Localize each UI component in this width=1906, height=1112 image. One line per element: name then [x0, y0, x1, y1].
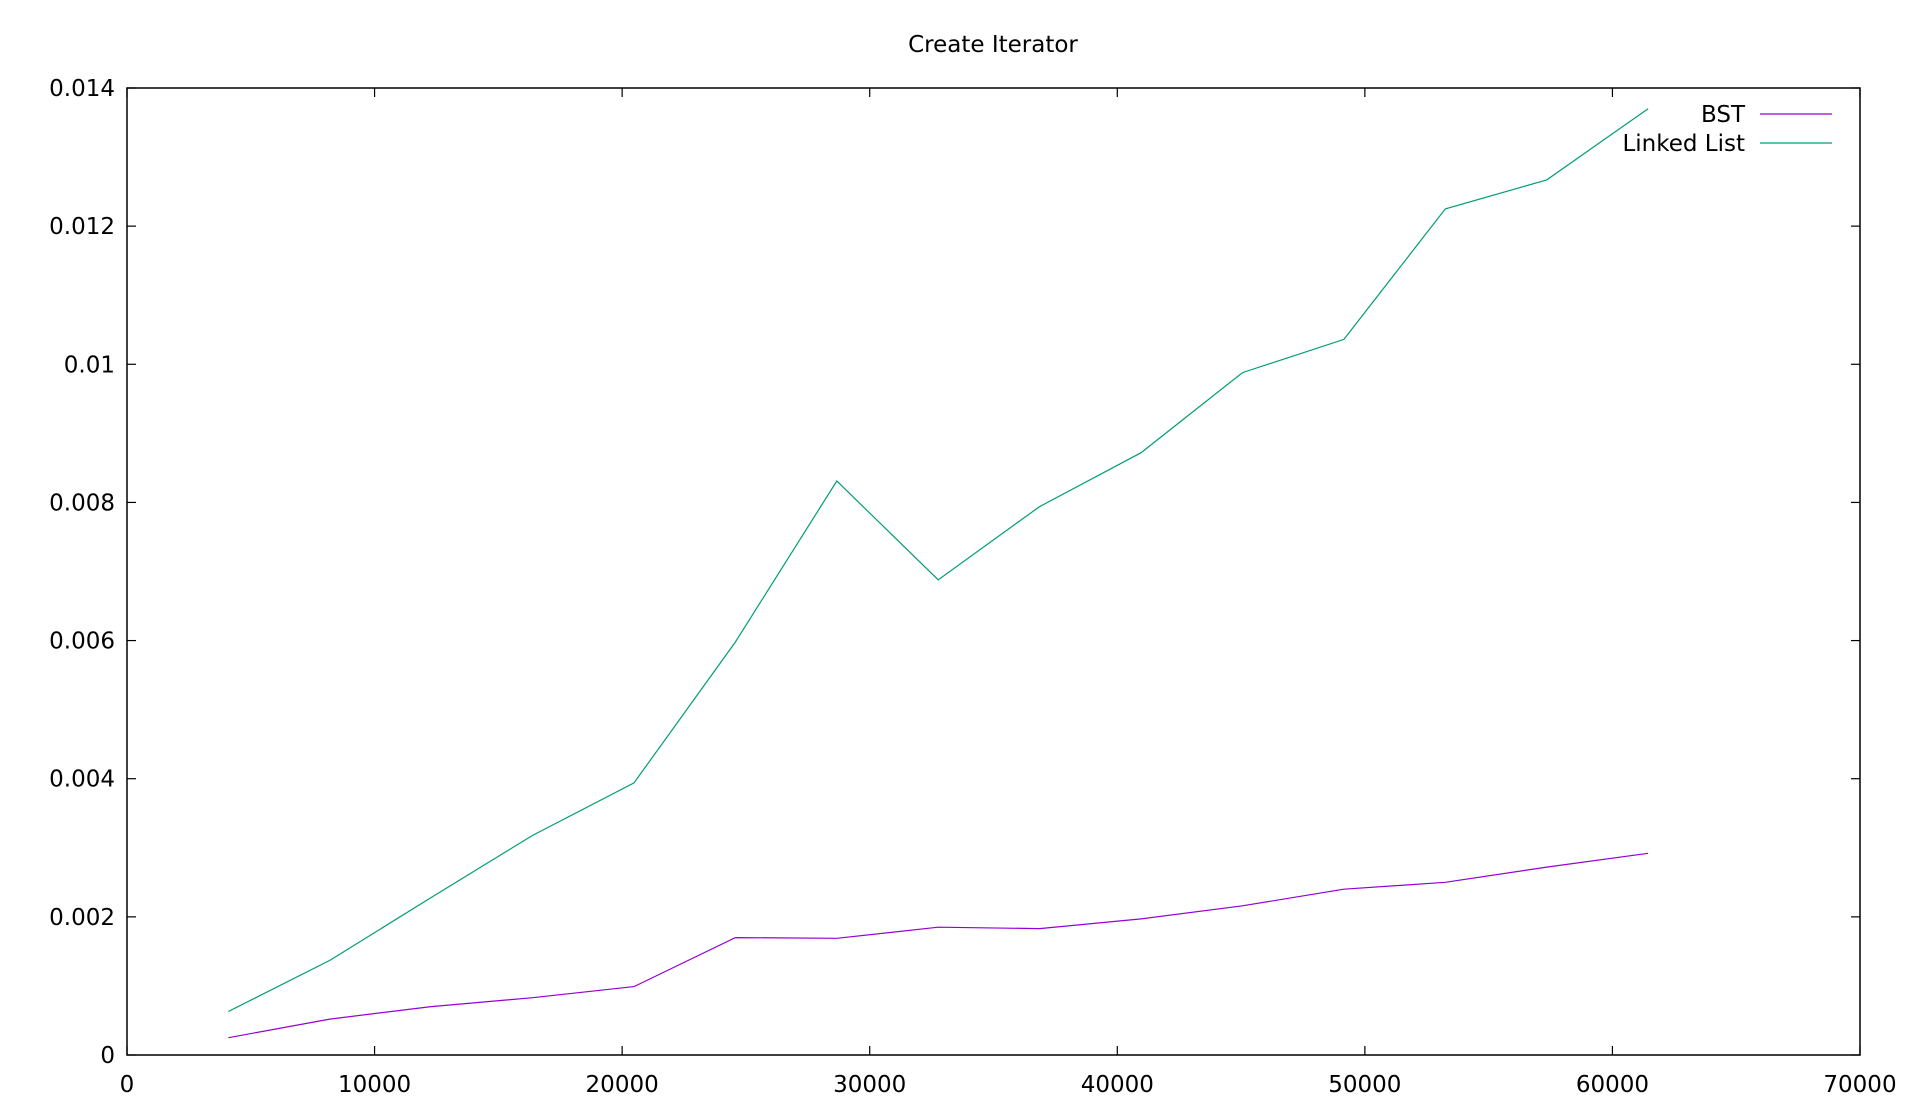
- x-tick-label: 0: [120, 1072, 135, 1098]
- x-tick-label: 10000: [338, 1072, 411, 1098]
- y-axis: 0 0.002 0.004 0.006 0.008 0.01 0.012 0.014: [49, 76, 1860, 1069]
- y-tick-label: 0.006: [49, 629, 115, 655]
- x-tick-label: 70000: [1823, 1072, 1896, 1098]
- y-tick-label: 0.002: [49, 905, 115, 931]
- x-tick-label: 60000: [1576, 1072, 1649, 1098]
- y-tick-label: 0.008: [49, 490, 115, 516]
- y-tick-label: 0: [100, 1043, 115, 1069]
- series-layer: [228, 108, 1649, 1039]
- legend-label-linked-list: Linked List: [1622, 131, 1745, 157]
- legend: BST Linked List: [1622, 102, 1832, 157]
- x-tick-label: 50000: [1328, 1072, 1401, 1098]
- y-tick-label: 0.01: [64, 352, 115, 378]
- x-tick-label: 20000: [586, 1072, 659, 1098]
- y-tick-label: 0.012: [49, 214, 115, 240]
- series-line-bst: [228, 852, 1649, 1039]
- y-tick-label: 0.014: [49, 76, 115, 102]
- chart-title: Create Iterator: [908, 32, 1078, 58]
- plot-frame: [126, 87, 1861, 1056]
- x-tick-label: 30000: [833, 1072, 906, 1098]
- x-axis: 0 10000 20000 30000 40000 50000 60000 70000: [120, 88, 1897, 1098]
- y-tick-label: 0.004: [49, 767, 115, 793]
- x-tick-label: 40000: [1081, 1072, 1154, 1098]
- legend-label-bst: BST: [1701, 102, 1746, 128]
- series-line-linked-list: [228, 108, 1649, 1013]
